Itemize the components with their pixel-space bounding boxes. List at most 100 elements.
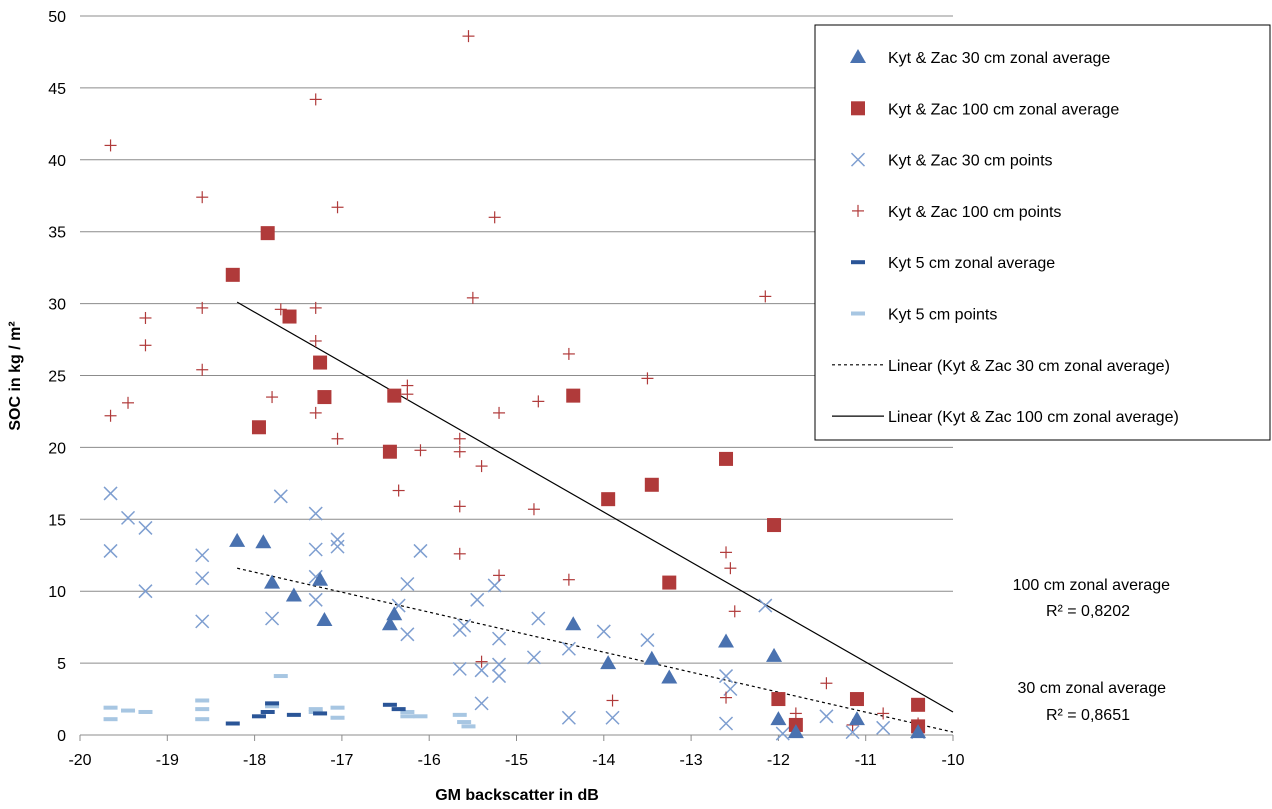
data-point bbox=[330, 532, 345, 547]
x-tick-label: -12 bbox=[767, 752, 790, 769]
data-point bbox=[309, 301, 322, 314]
data-point bbox=[461, 724, 476, 729]
data-point bbox=[566, 388, 581, 403]
x-stroke bbox=[474, 696, 489, 711]
x-tick-label: -10 bbox=[941, 752, 964, 769]
x-tick-label: -17 bbox=[330, 752, 353, 769]
data-point bbox=[103, 705, 118, 710]
x-stroke bbox=[195, 614, 210, 629]
data-point bbox=[789, 707, 802, 720]
data-point bbox=[401, 388, 414, 401]
x-stroke bbox=[492, 657, 507, 672]
trendline bbox=[236, 301, 954, 713]
x-stroke bbox=[308, 592, 323, 607]
x-stroke bbox=[120, 510, 136, 525]
x-stroke bbox=[400, 627, 415, 642]
data-point bbox=[309, 406, 322, 419]
data-point bbox=[387, 388, 402, 403]
x-stroke bbox=[758, 598, 773, 613]
y-tick-label: 25 bbox=[48, 369, 66, 386]
data-point bbox=[309, 93, 322, 106]
data-point bbox=[661, 669, 678, 684]
data-point bbox=[195, 698, 210, 703]
data-point bbox=[719, 451, 734, 466]
data-point bbox=[565, 616, 582, 631]
x-stroke bbox=[718, 716, 734, 731]
data-point bbox=[453, 547, 466, 560]
data-point bbox=[724, 562, 737, 575]
x-stroke bbox=[561, 641, 576, 656]
data-point bbox=[527, 503, 540, 516]
y-tick-label: 45 bbox=[48, 81, 66, 98]
x-stroke bbox=[103, 543, 118, 558]
data-point bbox=[453, 445, 466, 458]
data-point bbox=[452, 661, 467, 676]
data-point bbox=[196, 301, 209, 314]
x-tick-label: -20 bbox=[68, 752, 91, 769]
x-stroke bbox=[308, 506, 323, 521]
x-stroke bbox=[492, 631, 507, 646]
data-point bbox=[466, 291, 479, 304]
data-point bbox=[644, 477, 659, 492]
data-point bbox=[196, 363, 209, 376]
data-point bbox=[308, 707, 323, 712]
x-stroke bbox=[876, 720, 891, 735]
x-stroke bbox=[470, 592, 485, 607]
data-point bbox=[392, 484, 405, 497]
data-point bbox=[103, 486, 118, 501]
data-point bbox=[771, 692, 786, 707]
y-axis-title: SOC in kg / m² bbox=[7, 321, 24, 430]
data-point bbox=[316, 611, 333, 626]
data-point bbox=[413, 714, 428, 719]
y-tick-label: 20 bbox=[48, 440, 66, 457]
data-point bbox=[413, 543, 428, 558]
data-point bbox=[475, 460, 488, 473]
y-tick-labels: 0 5 10 15 20 25 30 35 40 45 50 bbox=[48, 9, 66, 745]
legend-swatch bbox=[851, 260, 865, 265]
data-point bbox=[229, 532, 246, 547]
data-point bbox=[640, 633, 655, 648]
x-stroke bbox=[400, 576, 415, 592]
data-point bbox=[643, 650, 660, 665]
data-point bbox=[317, 390, 332, 405]
data-point bbox=[877, 707, 890, 720]
data-point bbox=[138, 709, 153, 714]
data-point bbox=[330, 539, 345, 554]
data-point bbox=[457, 720, 472, 725]
x-stroke bbox=[845, 725, 860, 740]
x-stroke bbox=[457, 618, 472, 633]
x-tick-label: -16 bbox=[418, 752, 441, 769]
data-point bbox=[331, 201, 344, 214]
x-stroke bbox=[492, 669, 507, 684]
x-stroke bbox=[718, 669, 734, 684]
x-tick-labels: -20 -19 -18 -17 -16 -15 -14 -13 -12 -11 -10 bbox=[68, 752, 964, 769]
data-point bbox=[400, 576, 415, 592]
annotation-30cm-r2: R² = 0,8651 bbox=[1046, 707, 1130, 724]
data-point bbox=[911, 697, 926, 712]
x-stroke bbox=[330, 539, 345, 554]
x-tick-label: -13 bbox=[680, 752, 703, 769]
data-point bbox=[462, 30, 475, 43]
x-stroke bbox=[605, 710, 620, 725]
data-point bbox=[139, 339, 152, 352]
x-stroke bbox=[775, 726, 790, 741]
data-point bbox=[308, 506, 323, 521]
x-tick-label: -11 bbox=[855, 752, 877, 769]
data-point bbox=[470, 592, 485, 607]
data-points bbox=[103, 30, 927, 741]
x-stroke bbox=[265, 611, 280, 626]
data-point bbox=[493, 569, 506, 582]
data-point bbox=[532, 395, 545, 408]
y-tick-label: 30 bbox=[48, 297, 66, 314]
data-point bbox=[139, 311, 152, 324]
data-point bbox=[120, 510, 136, 525]
data-point bbox=[282, 309, 297, 324]
data-point bbox=[453, 500, 466, 513]
data-point bbox=[876, 720, 891, 735]
x-stroke bbox=[103, 486, 118, 501]
x-stroke bbox=[819, 709, 834, 724]
data-point bbox=[195, 548, 210, 563]
data-point bbox=[313, 711, 328, 716]
data-point bbox=[848, 711, 865, 726]
data-point bbox=[720, 546, 733, 559]
